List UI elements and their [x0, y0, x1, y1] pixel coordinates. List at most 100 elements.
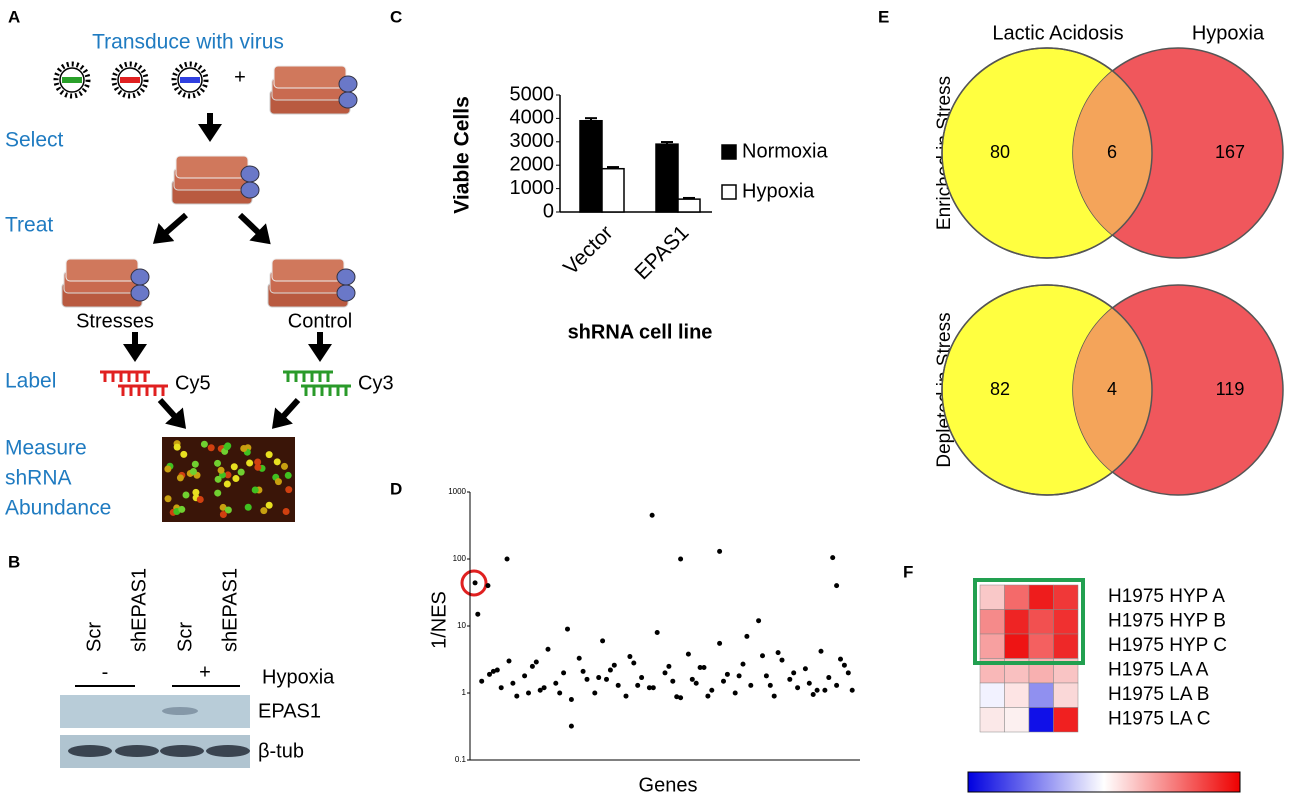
virus-insert — [120, 77, 140, 83]
point — [553, 680, 559, 686]
y-tick-label: 0 — [543, 200, 554, 222]
point — [623, 693, 629, 699]
point — [627, 654, 633, 660]
point — [561, 670, 567, 676]
array-spot — [237, 468, 245, 476]
y-tick-label: 1 — [462, 688, 467, 697]
array-spot — [240, 444, 248, 452]
array-spot — [265, 501, 273, 509]
probe-red — [98, 370, 170, 398]
point — [485, 583, 491, 589]
bar — [579, 119, 603, 213]
panel-label: A — [8, 7, 20, 26]
x-tick-label: Vector — [559, 221, 617, 279]
plus: + — [234, 66, 246, 88]
heatmap-cell — [979, 707, 1005, 733]
point — [514, 693, 520, 699]
y-tick-label: 4000 — [510, 107, 555, 129]
point — [600, 638, 606, 644]
set-label: Hypoxia — [1192, 22, 1265, 44]
venn-count: 4 — [1107, 379, 1117, 399]
y-tick-label: 1000 — [510, 177, 555, 199]
heatmap-cell — [1028, 584, 1054, 610]
array-spot — [251, 486, 259, 494]
blot-band — [206, 745, 250, 757]
heatmap-cell — [1053, 682, 1079, 708]
point — [666, 663, 672, 669]
y-tick-label: 100 — [453, 554, 467, 563]
point — [834, 583, 840, 589]
arrow — [152, 212, 188, 244]
array-spot — [176, 474, 184, 482]
point — [596, 675, 602, 681]
step-label: Label — [5, 370, 56, 393]
panel-label: D — [390, 479, 402, 498]
point — [631, 660, 637, 666]
blot-band — [162, 707, 198, 715]
step-label: Select — [5, 129, 64, 152]
point — [779, 657, 785, 663]
panel-label: B — [8, 552, 20, 571]
point — [841, 662, 847, 668]
point — [701, 665, 707, 671]
panel-b: B Scr shEPAS1 Scr shEPAS1 - + Hypoxia EP… — [8, 552, 335, 768]
y-tick-label: 3000 — [510, 130, 555, 152]
point — [826, 675, 832, 681]
legend-label: Normoxia — [742, 140, 828, 162]
heatmap-cell — [1004, 707, 1030, 733]
point — [537, 687, 543, 693]
point — [670, 678, 676, 684]
array-spot — [173, 443, 181, 451]
point — [717, 640, 723, 646]
point — [646, 685, 652, 691]
array-spot — [260, 507, 268, 515]
array-spot — [223, 480, 231, 488]
x-axis-title: shRNA cell line — [568, 321, 713, 343]
blot-band — [68, 745, 112, 757]
point — [541, 685, 547, 691]
point — [763, 673, 769, 679]
venn-overlap — [1073, 48, 1152, 258]
point — [506, 658, 512, 664]
array-spot — [230, 463, 238, 471]
array-spot — [217, 466, 225, 474]
heatmap-cell — [1028, 609, 1054, 635]
heatmap-cell — [979, 584, 1005, 610]
point — [592, 690, 598, 696]
y-tick-label: 5000 — [510, 83, 555, 105]
row-label: H1975 HYP A — [1108, 586, 1225, 607]
array-spot — [178, 505, 186, 513]
point — [565, 626, 570, 632]
flask — [61, 258, 150, 308]
row-label: H1975 HYP B — [1108, 611, 1226, 632]
point — [771, 693, 777, 699]
venn-count: 119 — [1216, 379, 1245, 399]
array-spot — [284, 471, 292, 479]
point — [685, 651, 691, 657]
point — [732, 690, 738, 696]
array-spot — [207, 444, 215, 452]
lane-label: shEPAS1 — [219, 568, 241, 652]
array-spot — [164, 465, 172, 473]
panel-label: C — [390, 7, 402, 26]
panel-label: F — [903, 562, 913, 581]
heatmap-cell — [979, 609, 1005, 635]
flask — [171, 155, 260, 205]
hypoxia-state: - — [102, 661, 109, 683]
heatmap-cell — [1004, 633, 1030, 659]
point — [662, 670, 668, 676]
heatmap-cell — [1004, 584, 1030, 610]
point — [545, 646, 551, 652]
point — [639, 675, 645, 681]
x-tick-label: EPAS1 — [630, 221, 693, 284]
point — [472, 580, 478, 586]
probe-green — [281, 370, 353, 398]
array-spot — [224, 506, 232, 514]
y-axis-title: 1/NES — [428, 591, 450, 649]
venn-count: 167 — [1215, 142, 1245, 162]
row-label: H1975 LA A — [1108, 660, 1209, 681]
condition: Stresses — [76, 310, 154, 332]
point — [522, 673, 528, 679]
heatmap-cell — [1004, 682, 1030, 708]
